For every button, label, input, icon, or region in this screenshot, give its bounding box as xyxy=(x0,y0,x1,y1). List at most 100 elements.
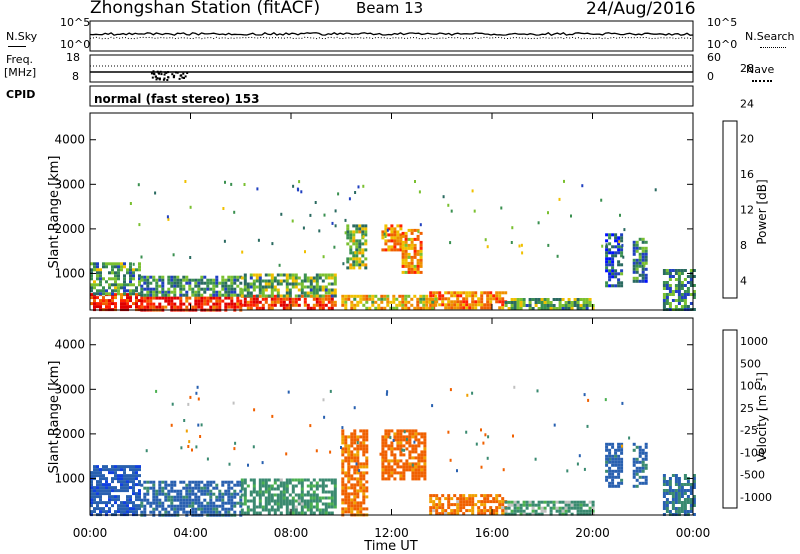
velocity-cell xyxy=(258,496,262,500)
power-cell xyxy=(149,293,153,297)
velocity-cell xyxy=(167,504,171,508)
velocity-cell xyxy=(420,432,424,436)
velocity-cell xyxy=(582,512,586,516)
power-cell xyxy=(353,297,357,301)
velocity-cell xyxy=(417,453,421,457)
velocity-cell xyxy=(333,499,337,503)
power-cell xyxy=(429,303,433,307)
velocity-cell xyxy=(185,504,189,508)
power-cell xyxy=(665,284,669,287)
velocity-cell xyxy=(387,465,391,469)
velocity-cell xyxy=(344,486,348,490)
velocity-cell xyxy=(671,495,675,498)
velocity-cell xyxy=(111,480,114,484)
power-cell xyxy=(166,215,169,219)
power-cell xyxy=(677,275,681,278)
velocity-cell xyxy=(123,486,126,490)
power-cell xyxy=(501,297,505,301)
power-cell xyxy=(212,278,216,282)
power-cell xyxy=(386,303,390,307)
power-cell xyxy=(330,273,334,277)
power-cell xyxy=(611,272,615,276)
velocity-cell xyxy=(365,462,369,466)
velocity-cell xyxy=(365,507,369,511)
velocity-cell xyxy=(114,495,117,499)
velocity-cell xyxy=(353,406,356,410)
power-cell xyxy=(555,298,559,301)
velocity-cell xyxy=(176,492,180,496)
velocity-cell xyxy=(93,474,96,478)
power-cell xyxy=(120,302,123,306)
power-cell xyxy=(632,249,636,253)
power-cell xyxy=(465,306,469,310)
power-cell xyxy=(249,291,253,295)
velocity-cell xyxy=(513,385,516,389)
velocity-cell xyxy=(341,477,345,481)
power-cell xyxy=(358,245,362,249)
power-cell xyxy=(407,228,411,232)
velocity-cell xyxy=(393,453,397,457)
velocity-cell xyxy=(111,498,114,502)
velocity-cell xyxy=(230,507,234,511)
power-cell xyxy=(108,283,111,287)
power-cell xyxy=(108,292,111,296)
power-cell xyxy=(279,300,283,304)
velocity-cell xyxy=(692,501,696,504)
velocity-cell xyxy=(285,452,288,456)
power-cell xyxy=(280,212,283,216)
velocity-cell xyxy=(312,505,316,509)
velocity-cell xyxy=(393,459,397,463)
y-tick-label: 4000 xyxy=(54,338,85,352)
power-cell xyxy=(416,300,420,304)
velocity-cell xyxy=(108,489,111,493)
power-cell xyxy=(573,301,577,304)
velocity-cell xyxy=(399,453,403,457)
power-cell xyxy=(285,288,289,292)
velocity-cell xyxy=(531,512,535,516)
power-cell xyxy=(132,268,135,272)
velocity-cell xyxy=(279,502,283,506)
power-cell xyxy=(564,304,568,307)
power-cell xyxy=(114,274,117,278)
power-cell xyxy=(255,297,259,301)
power-cell xyxy=(623,228,626,232)
velocity-cell xyxy=(132,507,135,511)
power-cell xyxy=(291,276,295,280)
velocity-cell xyxy=(303,493,307,497)
velocity-cell xyxy=(620,463,624,467)
velocity-cell xyxy=(635,445,639,449)
cpid-panel-frame xyxy=(89,85,694,107)
power-cell xyxy=(333,279,337,283)
velocity-cell xyxy=(264,508,268,512)
power-cell xyxy=(149,281,153,285)
power-cell xyxy=(352,239,356,243)
power-cell xyxy=(352,224,356,228)
power-cell xyxy=(114,305,117,309)
frequency-dot xyxy=(182,72,185,75)
velocity-cell xyxy=(620,460,624,464)
power-cell xyxy=(346,227,350,231)
power-cell xyxy=(273,279,277,283)
velocity-cell xyxy=(483,509,487,513)
power-cell xyxy=(333,288,337,292)
velocity-cell xyxy=(324,502,328,506)
power-cell xyxy=(522,301,526,304)
velocity-cell xyxy=(468,509,472,513)
velocity-cell xyxy=(447,497,451,501)
power-cell xyxy=(680,296,684,299)
velocity-cell xyxy=(309,511,313,515)
velocity-cell xyxy=(549,500,553,504)
power-cell xyxy=(297,288,301,292)
velocity-cell xyxy=(513,512,517,516)
velocity-cell xyxy=(564,503,568,507)
power-cell xyxy=(384,248,388,252)
velocity-cell xyxy=(90,489,93,493)
power-cell xyxy=(364,257,368,261)
velocity-cell xyxy=(423,441,427,445)
velocity-cell xyxy=(632,448,636,452)
velocity-cell xyxy=(680,504,684,507)
velocity-cell xyxy=(429,497,433,501)
velocity-cell xyxy=(516,506,520,510)
velocity-cell xyxy=(396,444,400,448)
velocity-cell xyxy=(614,475,618,479)
